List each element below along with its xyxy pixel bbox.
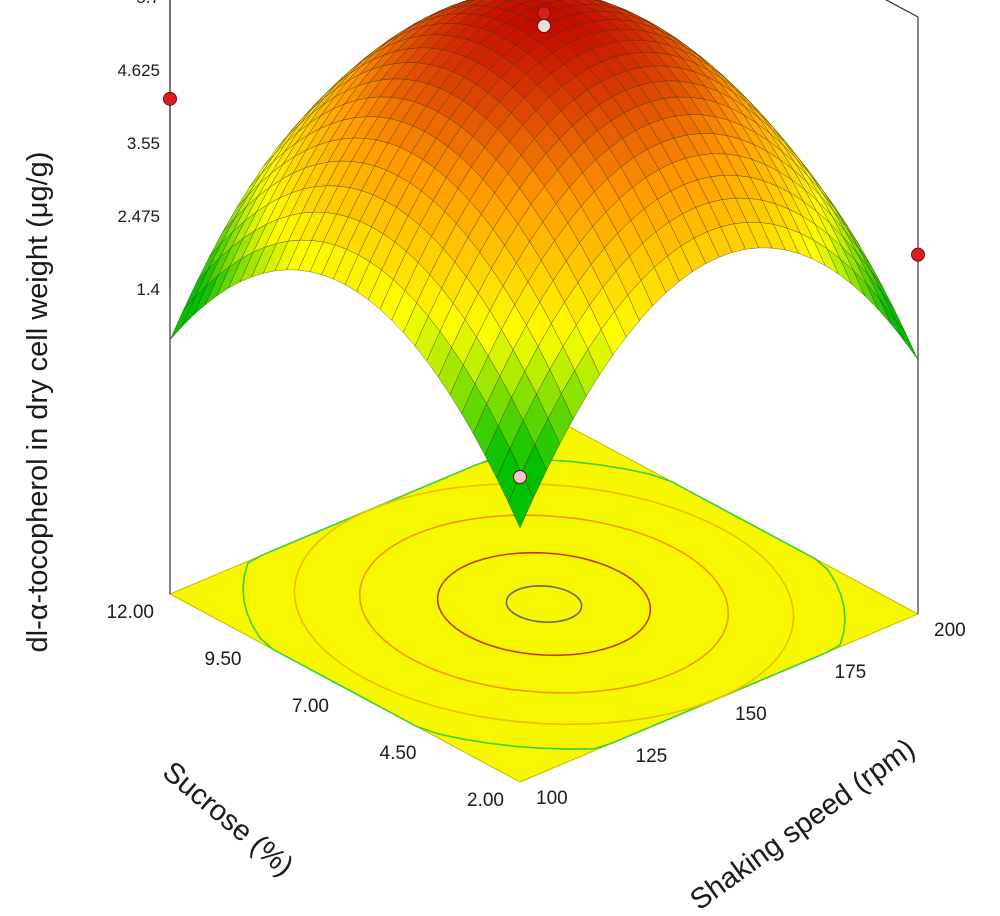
floor-quad bbox=[170, 426, 918, 782]
z-tick-label: 3.55 bbox=[127, 134, 160, 153]
design-point bbox=[164, 92, 177, 105]
x-tick-label: 100 bbox=[536, 788, 568, 809]
surface-cell bbox=[170, 297, 195, 340]
x-tick-label: 125 bbox=[636, 746, 668, 767]
x-tick-label: 200 bbox=[934, 620, 966, 641]
floor-plane bbox=[170, 426, 918, 782]
y-tick-label: 2.00 bbox=[467, 790, 504, 811]
x-tick-label: 150 bbox=[735, 704, 767, 725]
y-tick-label: 7.00 bbox=[292, 696, 329, 717]
y-tick-label: 4.50 bbox=[380, 743, 417, 764]
z-tick-label: 2.475 bbox=[117, 207, 160, 226]
design-point bbox=[538, 20, 551, 33]
y-axis-title: Sucrose (%) bbox=[156, 756, 299, 883]
z-tick-label: 5.7 bbox=[136, 0, 160, 7]
y-tick-label: 9.50 bbox=[205, 649, 242, 670]
design-point bbox=[538, 7, 551, 20]
x-tick-label: 175 bbox=[835, 662, 867, 683]
design-point bbox=[912, 248, 925, 261]
y-tick-label: 12.00 bbox=[106, 602, 154, 623]
surface-cell bbox=[893, 316, 918, 360]
design-point bbox=[514, 471, 527, 484]
x-axis-title: Shaking speed (rpm) bbox=[684, 733, 921, 911]
z-axis-title: dl-α-tocopherol in dry cell weight (μg/g… bbox=[22, 152, 54, 653]
z-tick-label: 4.625 bbox=[117, 61, 160, 80]
response-surface bbox=[170, 0, 918, 528]
z-tick-label: 1.4 bbox=[136, 280, 160, 299]
